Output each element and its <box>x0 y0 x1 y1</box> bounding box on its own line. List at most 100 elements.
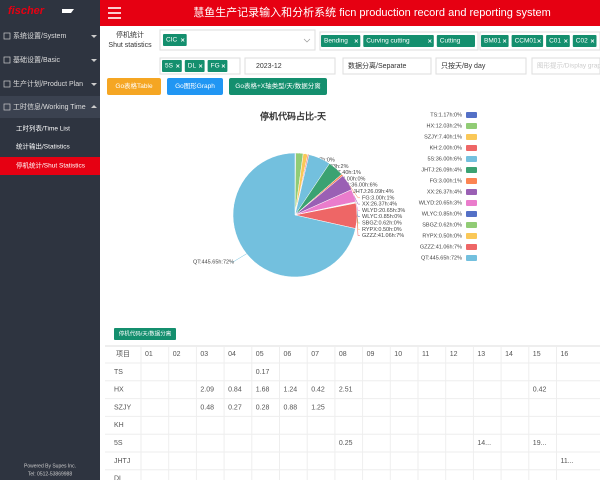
menu-item[interactable]: 工时信息/Working Time <box>13 102 86 111</box>
legend-swatch[interactable] <box>466 189 477 195</box>
menu-caret <box>91 59 97 62</box>
table-header: 04 <box>228 351 236 358</box>
tag-label: CIC <box>166 37 178 44</box>
filter-label: 停机统计 <box>116 30 144 39</box>
topbar <box>100 0 600 26</box>
table-header: 01 <box>145 351 153 358</box>
tag-close[interactable] <box>590 39 595 43</box>
table-header: 06 <box>284 351 292 358</box>
menu-icon[interactable] <box>108 7 121 19</box>
tag[interactable] <box>163 34 187 46</box>
legend-swatch[interactable] <box>466 145 477 151</box>
button-label: 停机代码/天/数据分离 <box>119 329 172 337</box>
table-cell: 1.68 <box>256 387 270 394</box>
legend-label: XX:26.37h:4% <box>427 189 462 195</box>
button[interactable] <box>114 328 176 340</box>
legend-swatch[interactable] <box>466 156 477 162</box>
tag[interactable] <box>572 35 597 47</box>
table-cell: 0.17 <box>256 369 270 376</box>
logo: fischer <box>8 5 45 17</box>
tag[interactable] <box>363 35 434 47</box>
table-cell: 0.42 <box>311 387 325 394</box>
legend-swatch[interactable] <box>466 244 477 250</box>
table-header: 11 <box>422 351 429 358</box>
select-box[interactable] <box>435 57 527 75</box>
tag[interactable] <box>546 35 570 47</box>
legend-swatch[interactable] <box>466 167 477 173</box>
button[interactable] <box>229 78 327 95</box>
date-box[interactable] <box>244 57 336 75</box>
table-cell: 0.27 <box>228 404 242 411</box>
legend-swatch[interactable] <box>466 233 477 239</box>
table-cell: 11... <box>561 458 574 465</box>
slice-label: FG:3.00h:1% <box>362 195 395 201</box>
tag-close[interactable] <box>180 38 185 42</box>
tag[interactable] <box>162 60 182 72</box>
logo-mark <box>62 9 74 13</box>
button-label: Go表格+X轴类型/天/数据分离 <box>235 81 321 90</box>
row-name: HX <box>114 387 124 394</box>
legend-swatch[interactable] <box>466 112 477 118</box>
tag[interactable] <box>511 35 544 47</box>
legend-label: GZZZ:41.06h:7% <box>420 244 462 250</box>
legend-swatch[interactable] <box>466 123 477 129</box>
tag-label: DL <box>188 63 197 70</box>
legend-swatch[interactable] <box>466 222 477 228</box>
slice-label: JHTJ:26.09h:4% <box>353 189 394 195</box>
legend-swatch[interactable] <box>466 134 477 140</box>
table-cell: 0.84 <box>228 387 242 394</box>
tag-label: Cutting <box>440 38 461 45</box>
tag[interactable] <box>321 35 361 47</box>
tag-label: C02 <box>576 38 588 45</box>
legend-swatch[interactable] <box>466 255 477 261</box>
legend-label: HX:12.03h:2% <box>427 123 463 129</box>
button[interactable] <box>167 78 223 95</box>
select-box[interactable] <box>159 29 316 51</box>
legend-label: SBGZ:0.62h:0% <box>422 222 462 228</box>
menu-icon-box <box>3 32 11 40</box>
tag-close[interactable] <box>354 39 359 43</box>
tag-close[interactable] <box>564 39 568 43</box>
tag[interactable] <box>207 60 228 72</box>
tag-close[interactable] <box>176 64 180 68</box>
table-cell: 2.09 <box>200 387 214 394</box>
tag-close[interactable] <box>428 39 432 43</box>
select-value: 数据分离/Separate <box>348 61 406 70</box>
legend-label: SZJY:7.40h:1% <box>424 134 462 140</box>
table-cell: 1.25 <box>311 404 325 411</box>
tag-close[interactable] <box>537 39 541 43</box>
submenu-item[interactable]: 统计输出/Statistics <box>16 142 71 151</box>
submenu-item[interactable]: 工时列表/Time List <box>16 124 70 133</box>
legend-swatch[interactable] <box>466 211 477 217</box>
menu-item[interactable]: 基础设置/Basic <box>13 55 61 64</box>
tag[interactable] <box>184 60 205 72</box>
table-header: 07 <box>311 351 319 358</box>
slice-label: XX:26.37h:4% <box>362 202 397 208</box>
tag-close[interactable] <box>198 64 203 68</box>
table-header: 02 <box>173 351 181 358</box>
tag-close[interactable] <box>221 64 226 68</box>
legend-swatch[interactable] <box>466 200 477 206</box>
legend-swatch[interactable] <box>466 178 477 184</box>
tag-label: C01 <box>549 38 561 45</box>
tag-label: FG <box>211 63 220 70</box>
menu-item[interactable]: 系统设置/System <box>13 31 66 40</box>
table-header: 12 <box>450 351 458 358</box>
menu-item[interactable]: 生产计划/Product Plan <box>13 79 83 88</box>
table-cell: 0.28 <box>256 404 270 411</box>
tag-close[interactable] <box>502 39 507 43</box>
input-box[interactable] <box>531 57 600 75</box>
menu-caret <box>91 35 97 38</box>
tag-label: CCM01 <box>515 38 537 45</box>
submenu-item[interactable]: 停机统计/Shut Statistics <box>16 161 86 170</box>
legend-label: TS:1.17h:0% <box>430 112 462 118</box>
page-title: 慧鱼生产记录输入和分析系统 ficn production record and… <box>193 5 551 19</box>
row-name: TS <box>114 369 123 376</box>
tag[interactable] <box>436 35 475 47</box>
select-box[interactable] <box>342 57 432 75</box>
tag[interactable] <box>481 35 509 47</box>
tag-label: Curving cutting <box>366 38 410 45</box>
button[interactable] <box>107 78 161 95</box>
table-header: 03 <box>200 351 208 358</box>
